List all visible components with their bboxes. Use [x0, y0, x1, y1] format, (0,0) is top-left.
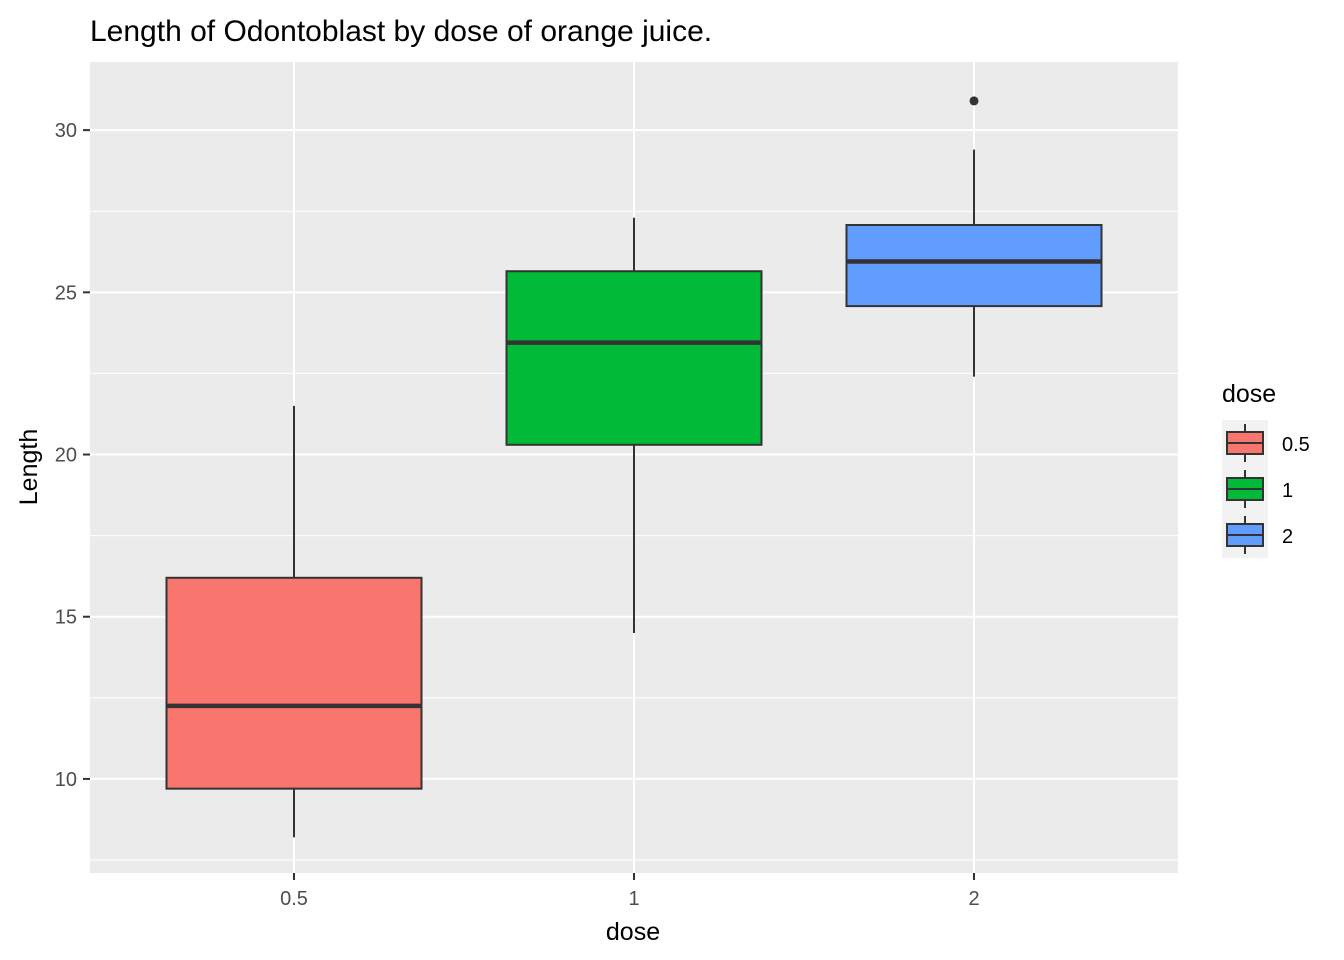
y-tick-label: 15: [55, 607, 77, 629]
legend-label: 2: [1282, 526, 1293, 548]
y-axis-title: Length: [15, 429, 43, 505]
x-tick-label: 2: [968, 888, 979, 910]
chart-title: Length of Odontoblast by dose of orange …: [90, 15, 712, 48]
legend-entry-1: 1: [1222, 466, 1293, 512]
x-axis: 0.5 1 2: [280, 873, 980, 910]
y-tick-label: 10: [55, 769, 77, 791]
legend-label: 0.5: [1282, 434, 1310, 456]
legend-entry-2: 2: [1222, 512, 1293, 558]
legend-entry-0.5: 0.5: [1222, 420, 1310, 466]
box-iqr: [505, 270, 763, 446]
x-tick-label: 0.5: [280, 888, 308, 910]
box-1: [505, 217, 763, 633]
y-tick-label: 20: [55, 445, 77, 467]
outlier-point: [969, 96, 979, 106]
legend-title: dose: [1222, 380, 1276, 408]
y-tick-label: 25: [55, 282, 77, 304]
x-tick-label: 1: [628, 888, 639, 910]
box-2: [845, 96, 1103, 377]
box-iqr: [845, 224, 1103, 308]
box-plots: [165, 96, 1103, 838]
box-iqr: [165, 576, 423, 790]
legend: dose 0.5 1 2: [1222, 380, 1310, 558]
y-tick-label: 30: [55, 120, 77, 142]
y-axis: 10 15 20 25 30: [55, 120, 90, 791]
box-0.5: [165, 405, 423, 838]
x-axis-title: dose: [606, 918, 660, 946]
legend-label: 1: [1282, 480, 1293, 502]
